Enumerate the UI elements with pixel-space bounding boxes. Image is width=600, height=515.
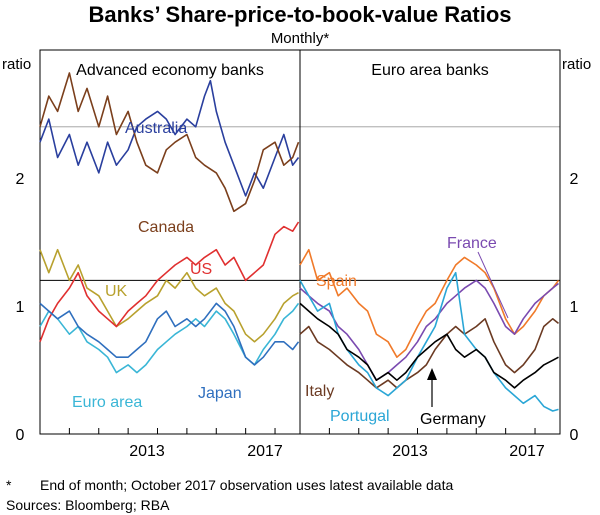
y-tick-left-0: 0 — [16, 427, 25, 444]
series-line-germany — [299, 302, 559, 389]
label-japan: Japan — [198, 385, 242, 402]
series-line-euro-area — [39, 302, 300, 374]
y-tick-left-2: 2 — [16, 171, 25, 188]
label-france: France — [447, 235, 497, 252]
series-line-portugal — [299, 271, 559, 412]
y-tick-right-1: 1 — [570, 299, 579, 316]
label-us: US — [190, 261, 212, 278]
series-line-japan — [39, 302, 300, 366]
x-tick-left-2017: 2017 — [247, 443, 283, 460]
panel-frame-right — [299, 49, 561, 435]
left-axis-unit-label: ratio — [2, 56, 31, 73]
series-line-canada — [39, 72, 300, 213]
footnote-marker: * — [6, 477, 12, 493]
chart-subtitle: Monthly* — [271, 30, 330, 47]
panel-title-right: Euro area banks — [371, 62, 488, 79]
label-canada: Canada — [138, 219, 194, 236]
sources-text: Sources: Bloomberg; RBA — [6, 497, 170, 513]
leader-arrowhead-germany — [427, 368, 437, 380]
label-australia: Australia — [125, 120, 187, 137]
panel-title-left: Advanced economy banks — [76, 62, 264, 79]
chart-title: Banks’ Share-price-to-book-value Ratios — [89, 2, 512, 27]
series-line-uk — [39, 248, 299, 343]
y-tick-right-2: 2 — [570, 171, 579, 188]
footnote-text: End of month; October 2017 observation u… — [40, 477, 453, 493]
label-uk: UK — [105, 283, 128, 300]
series-line-spain — [299, 248, 560, 359]
leader-line-france — [477, 251, 509, 319]
right-axis-unit-label: ratio — [562, 56, 591, 73]
y-tick-left-1: 1 — [16, 299, 25, 316]
label-euro-area: Euro area — [72, 394, 142, 411]
series-group-right — [299, 248, 560, 434]
series-line-australia — [39, 79, 300, 197]
series-line-france — [299, 279, 559, 382]
x-tick-right-2017: 2017 — [509, 443, 545, 460]
label-germany: Germany — [420, 411, 486, 428]
y-tick-right-0: 0 — [570, 427, 579, 444]
series-line-us — [39, 221, 300, 343]
x-tick-left-2013: 2013 — [129, 443, 165, 460]
x-tick-right-2013: 2013 — [392, 443, 428, 460]
label-spain: Spain — [316, 273, 357, 290]
series-line-italy — [299, 317, 559, 389]
label-italy: Italy — [305, 383, 334, 400]
series-group-left — [39, 72, 300, 434]
label-portugal: Portugal — [330, 408, 390, 425]
